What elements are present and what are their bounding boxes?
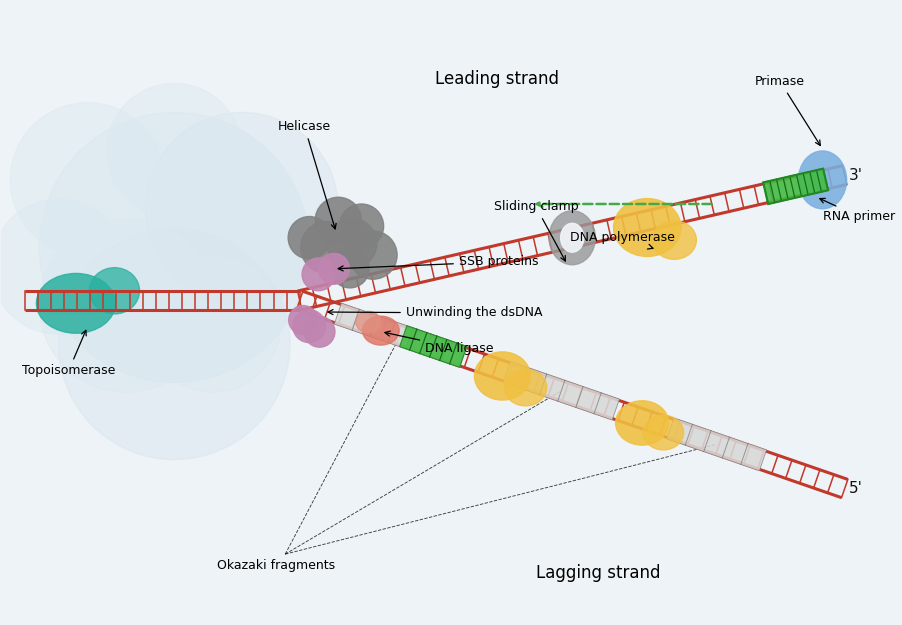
Text: Leading strand: Leading strand (435, 69, 559, 88)
Text: RNA primer: RNA primer (819, 198, 894, 223)
Circle shape (106, 83, 242, 219)
Circle shape (288, 216, 330, 259)
Text: DNA polymerase: DNA polymerase (570, 231, 675, 249)
Ellipse shape (560, 223, 583, 253)
Circle shape (300, 221, 353, 273)
Text: SSB proteins: SSB proteins (338, 256, 538, 271)
Circle shape (315, 198, 361, 244)
Circle shape (39, 219, 213, 392)
Circle shape (327, 219, 376, 269)
Polygon shape (666, 418, 766, 471)
Ellipse shape (36, 273, 115, 333)
Ellipse shape (651, 221, 695, 259)
Circle shape (339, 204, 383, 248)
Circle shape (0, 199, 126, 334)
Circle shape (59, 228, 290, 459)
Circle shape (292, 310, 326, 342)
Ellipse shape (615, 401, 667, 445)
Polygon shape (334, 303, 466, 368)
Polygon shape (762, 169, 827, 204)
Circle shape (10, 102, 164, 257)
Text: Okazaki fragments: Okazaki fragments (216, 559, 335, 572)
Text: Sliding clamp: Sliding clamp (493, 201, 577, 261)
Text: 5': 5' (848, 481, 861, 496)
Text: Lagging strand: Lagging strand (536, 564, 660, 582)
Text: Unwinding the dsDNA: Unwinding the dsDNA (327, 306, 542, 319)
Circle shape (289, 306, 318, 334)
Text: Helicase: Helicase (278, 121, 336, 229)
Circle shape (304, 316, 335, 348)
Circle shape (330, 249, 369, 288)
Text: DNA ligase: DNA ligase (384, 331, 493, 355)
Ellipse shape (797, 151, 846, 209)
Polygon shape (502, 361, 619, 420)
Circle shape (145, 257, 281, 392)
Text: Primase: Primase (754, 75, 819, 146)
Ellipse shape (548, 211, 594, 265)
Circle shape (348, 231, 397, 279)
Ellipse shape (642, 415, 683, 450)
Circle shape (302, 258, 335, 291)
Circle shape (39, 112, 309, 382)
Ellipse shape (612, 199, 680, 256)
Ellipse shape (362, 316, 399, 345)
Polygon shape (400, 326, 466, 367)
Circle shape (318, 253, 349, 284)
Ellipse shape (355, 311, 381, 332)
Ellipse shape (503, 369, 546, 406)
Circle shape (145, 112, 338, 305)
Ellipse shape (89, 268, 140, 314)
Text: 3': 3' (848, 168, 861, 182)
Text: Topoisomerase: Topoisomerase (22, 331, 115, 378)
Ellipse shape (474, 352, 529, 400)
